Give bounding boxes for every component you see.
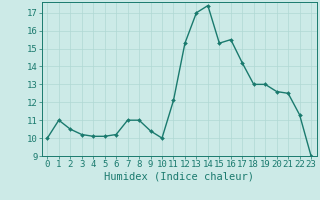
X-axis label: Humidex (Indice chaleur): Humidex (Indice chaleur) [104,172,254,182]
